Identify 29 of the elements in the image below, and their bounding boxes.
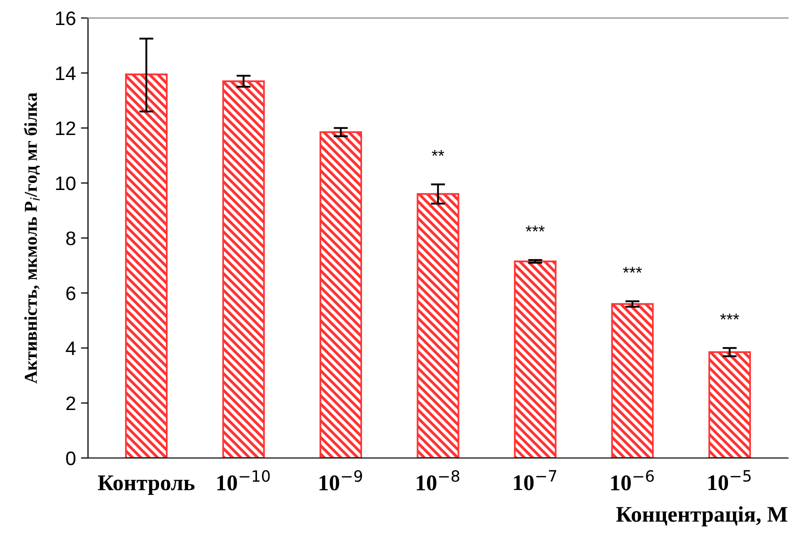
x-tick-label: Контроль: [98, 476, 195, 495]
bar: [708, 351, 751, 458]
annotation: ***: [622, 266, 642, 273]
y-tick-label: 4: [66, 342, 76, 356]
y-axis-title: Активність, мкмоль P$_{i}$/год мг білка: [24, 92, 40, 384]
x-tick-label: 10$^{−10}$: [217, 470, 270, 490]
bar: [125, 74, 168, 458]
y-tick-label: 10: [56, 176, 76, 190]
bar: [611, 303, 654, 458]
y-tick-label: 6: [66, 286, 76, 300]
y-tick-label: 2: [66, 396, 76, 410]
x-tick-label: 10$^{−6}$: [611, 470, 654, 490]
y-tick-label: 0: [66, 451, 76, 466]
bar: [416, 193, 460, 458]
annotation: ***: [720, 314, 740, 320]
x-axis-title: Концентрація, М: [616, 506, 788, 526]
annotation: **: [432, 150, 444, 156]
x-tick-label: 10$^{−5}$: [708, 470, 751, 490]
x-tick-label: 10$^{−9}$: [320, 470, 362, 490]
bar: [320, 131, 362, 458]
x-tick-label: 10$^{−8}$: [416, 470, 460, 490]
y-tick-label: 16: [56, 11, 76, 26]
bar: [222, 80, 265, 458]
y-tick-label: 8: [66, 231, 76, 246]
y-tick-label: 12: [56, 121, 76, 136]
annotation: ***: [526, 226, 545, 232]
x-tick-label: 10$^{−7}$: [514, 470, 556, 490]
bar: [514, 260, 556, 458]
y-tick-label: 14: [56, 66, 76, 80]
